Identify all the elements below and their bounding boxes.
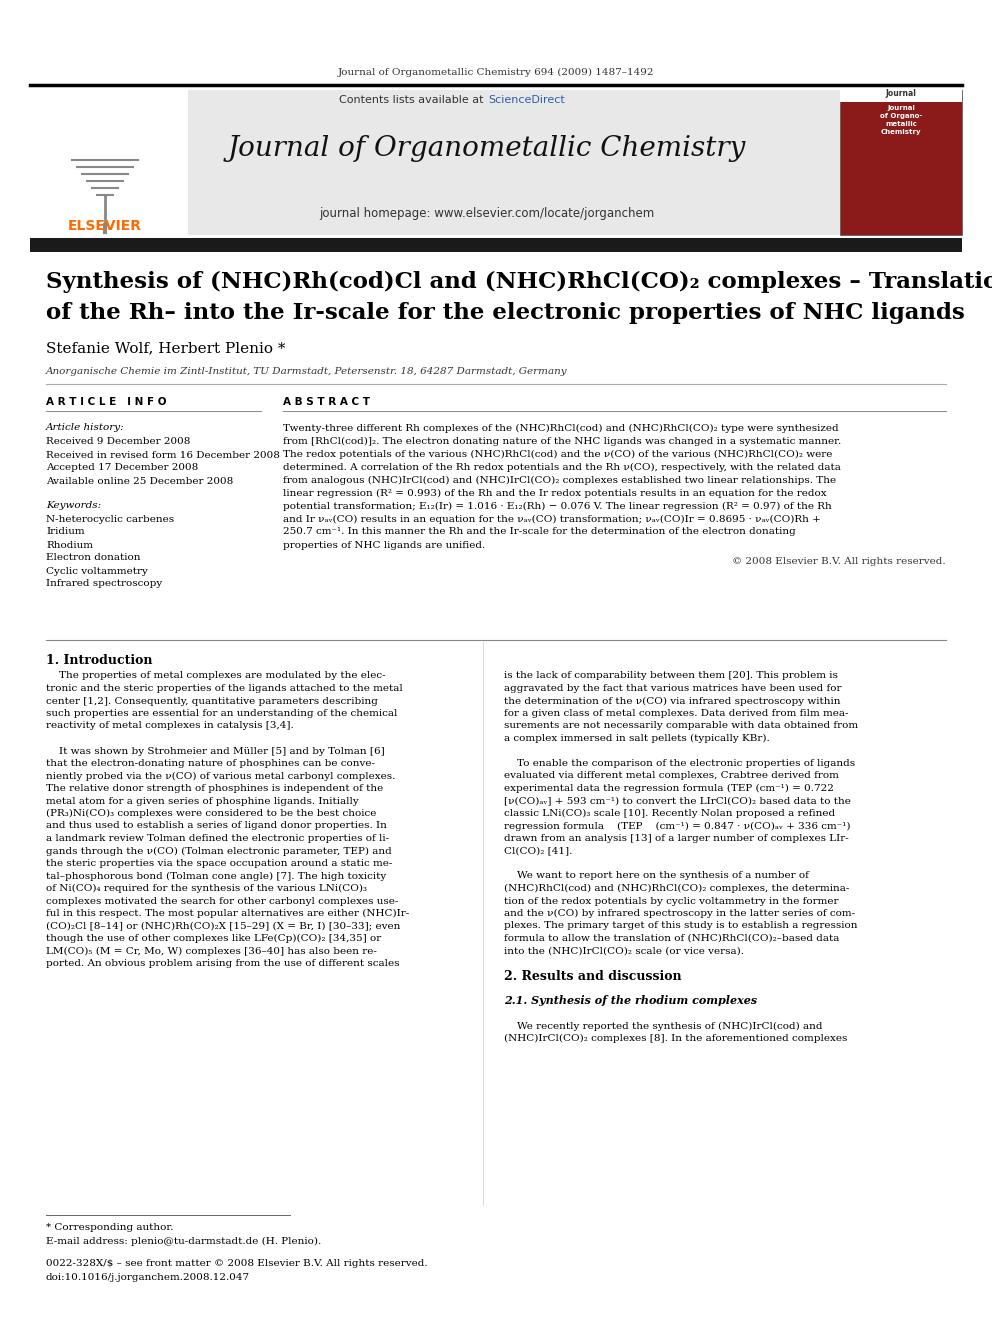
Text: 2.1. Synthesis of the rhodium complexes: 2.1. Synthesis of the rhodium complexes	[504, 995, 757, 1007]
Text: Journal of Organometallic Chemistry: Journal of Organometallic Chemistry	[228, 135, 746, 161]
Text: evaluated via different metal complexes, Crabtree derived from: evaluated via different metal complexes,…	[504, 771, 839, 781]
Text: (CO)₂Cl [8–14] or (NHC)Rh(CO)₂X [15–29] (X = Br, I) [30–33]; even: (CO)₂Cl [8–14] or (NHC)Rh(CO)₂X [15–29] …	[46, 922, 401, 930]
Text: formula to allow the translation of (NHC)RhCl(CO)₂–based data: formula to allow the translation of (NHC…	[504, 934, 839, 943]
Text: Stefanie Wolf, Herbert Plenio *: Stefanie Wolf, Herbert Plenio *	[46, 341, 286, 355]
Text: journal homepage: www.elsevier.com/locate/jorganchem: journal homepage: www.elsevier.com/locat…	[319, 208, 655, 221]
Text: 0022-328X/$ – see front matter © 2008 Elsevier B.V. All rights reserved.: 0022-328X/$ – see front matter © 2008 El…	[46, 1259, 428, 1269]
Text: ELSEVIER: ELSEVIER	[68, 220, 142, 233]
Bar	[30, 90, 188, 235]
Text: from [RhCl(cod)]₂. The electron donating nature of the NHC ligands was changed i: from [RhCl(cod)]₂. The electron donating…	[283, 437, 841, 446]
Text: Received in revised form 16 December 2008: Received in revised form 16 December 200…	[46, 451, 280, 459]
Text: Electron donation: Electron donation	[46, 553, 141, 562]
Text: and the ν(CO) by infrared spectroscopy in the latter series of com-: and the ν(CO) by infrared spectroscopy i…	[504, 909, 855, 918]
Text: drawn from an analysis [13] of a larger number of complexes LIr-: drawn from an analysis [13] of a larger …	[504, 833, 849, 843]
Text: Journal: Journal	[886, 90, 917, 98]
Text: tronic and the steric properties of the ligands attached to the metal: tronic and the steric properties of the …	[46, 684, 403, 693]
Text: (NHC)RhCl(cod) and (NHC)RhCl(CO)₂ complexes, the determina-: (NHC)RhCl(cod) and (NHC)RhCl(CO)₂ comple…	[504, 884, 849, 893]
Text: Cl(CO)₂ [41].: Cl(CO)₂ [41].	[504, 847, 572, 856]
Text: It was shown by Strohmeier and Müller [5] and by Tolman [6]: It was shown by Strohmeier and Müller [5…	[46, 746, 385, 755]
Text: ScienceDirect: ScienceDirect	[488, 95, 564, 105]
Text: a complex immersed in salt pellets (typically KBr).: a complex immersed in salt pellets (typi…	[504, 734, 770, 744]
Text: determined. A correlation of the Rh redox potentials and the Rh ν(CO), respectiv: determined. A correlation of the Rh redo…	[283, 463, 841, 471]
Text: We want to report here on the synthesis of a number of: We want to report here on the synthesis …	[504, 872, 808, 881]
Text: is the lack of comparability between them [20]. This problem is: is the lack of comparability between the…	[504, 672, 838, 680]
Text: such properties are essential for an understanding of the chemical: such properties are essential for an und…	[46, 709, 398, 718]
Text: The properties of metal complexes are modulated by the elec-: The properties of metal complexes are mo…	[46, 672, 386, 680]
Text: niently probed via the ν(CO) of various metal carbonyl complexes.: niently probed via the ν(CO) of various …	[46, 771, 396, 781]
Text: Twenty-three different Rh complexes of the (NHC)RhCl(cod) and (NHC)RhCl(CO)₂ typ: Twenty-three different Rh complexes of t…	[283, 423, 838, 433]
Text: reactivity of metal complexes in catalysis [3,4].: reactivity of metal complexes in catalys…	[46, 721, 294, 730]
Text: LM(CO)₅ (M = Cr, Mo, W) complexes [36–40] has also been re-: LM(CO)₅ (M = Cr, Mo, W) complexes [36–40…	[46, 946, 377, 955]
Text: E-mail address: plenio@tu-darmstadt.de (H. Plenio).: E-mail address: plenio@tu-darmstadt.de (…	[46, 1237, 321, 1245]
Text: of the Rh– into the Ir-scale for the electronic properties of NHC ligands: of the Rh– into the Ir-scale for the ele…	[46, 302, 965, 324]
Text: ported. An obvious problem arising from the use of different scales: ported. An obvious problem arising from …	[46, 959, 400, 968]
Bar	[840, 85, 962, 102]
Text: Iridium: Iridium	[46, 528, 84, 537]
Text: Infrared spectroscopy: Infrared spectroscopy	[46, 579, 163, 589]
Text: the determination of the ν(CO) via infrared spectroscopy within: the determination of the ν(CO) via infra…	[504, 696, 840, 705]
Text: Synthesis of (NHC)Rh(cod)Cl and (NHC)RhCl(CO)₂ complexes – Translation: Synthesis of (NHC)Rh(cod)Cl and (NHC)RhC…	[46, 271, 992, 294]
Text: The redox potentials of the various (NHC)RhCl(cod) and the ν(CO) of the various : The redox potentials of the various (NHC…	[283, 450, 832, 459]
Text: and thus used to establish a series of ligand donor properties. In: and thus used to establish a series of l…	[46, 822, 387, 831]
Text: 1. Introduction: 1. Introduction	[46, 654, 153, 667]
Text: gands through the ν(CO) (Tolman electronic parameter, TEP) and: gands through the ν(CO) (Tolman electron…	[46, 847, 392, 856]
Text: (PR₃)Ni(CO)₃ complexes were considered to be the best choice: (PR₃)Ni(CO)₃ complexes were considered t…	[46, 808, 376, 818]
Text: Journal of Organometallic Chemistry 694 (2009) 1487–1492: Journal of Organometallic Chemistry 694 …	[337, 67, 655, 77]
Text: Article history:: Article history:	[46, 423, 125, 433]
Text: 2. Results and discussion: 2. Results and discussion	[504, 970, 682, 983]
Text: ful in this respect. The most popular alternatives are either (NHC)Ir-: ful in this respect. The most popular al…	[46, 909, 410, 918]
Text: 250.7 cm⁻¹. In this manner the Rh and the Ir-scale for the determination of the : 250.7 cm⁻¹. In this manner the Rh and th…	[283, 528, 796, 537]
Bar	[30, 238, 962, 251]
Text: We recently reported the synthesis of (NHC)IrCl(cod) and: We recently reported the synthesis of (N…	[504, 1021, 822, 1031]
Text: potential transformation; E₁₂(Ir) = 1.016 · E₁₂(Rh) − 0.076 V. The linear regres: potential transformation; E₁₂(Ir) = 1.01…	[283, 501, 831, 511]
Text: * Corresponding author.: * Corresponding author.	[46, 1224, 174, 1233]
Text: [ν(CO)ₐᵥ] + 593 cm⁻¹) to convert the LIrCl(CO)₂ based data to the: [ν(CO)ₐᵥ] + 593 cm⁻¹) to convert the LIr…	[504, 796, 851, 806]
Text: experimental data the regression formula (TEP (cm⁻¹) = 0.722: experimental data the regression formula…	[504, 785, 834, 792]
Text: for a given class of metal complexes. Data derived from film mea-: for a given class of metal complexes. Da…	[504, 709, 848, 718]
Text: To enable the comparison of the electronic properties of ligands: To enable the comparison of the electron…	[504, 759, 855, 767]
Text: the steric properties via the space occupation around a static me-: the steric properties via the space occu…	[46, 859, 393, 868]
Text: Journal
of Organo-
metallic
Chemistry: Journal of Organo- metallic Chemistry	[880, 105, 923, 135]
Text: surements are not necessarily comparable with data obtained from: surements are not necessarily comparable…	[504, 721, 858, 730]
Text: A R T I C L E   I N F O: A R T I C L E I N F O	[46, 397, 167, 407]
Text: N-heterocyclic carbenes: N-heterocyclic carbenes	[46, 515, 175, 524]
Text: a landmark review Tolman defined the electronic properties of li-: a landmark review Tolman defined the ele…	[46, 833, 389, 843]
Text: of Ni(CO)₄ required for the synthesis of the various LNi(CO)₃: of Ni(CO)₄ required for the synthesis of…	[46, 884, 367, 893]
Text: Received 9 December 2008: Received 9 December 2008	[46, 438, 190, 446]
Text: complexes motivated the search for other carbonyl complexes use-: complexes motivated the search for other…	[46, 897, 399, 905]
Text: tion of the redox potentials by cyclic voltammetry in the former: tion of the redox potentials by cyclic v…	[504, 897, 838, 905]
Bar	[840, 90, 962, 235]
Text: aggravated by the fact that various matrices have been used for: aggravated by the fact that various matr…	[504, 684, 841, 693]
Text: © 2008 Elsevier B.V. All rights reserved.: © 2008 Elsevier B.V. All rights reserved…	[732, 557, 946, 566]
Text: (NHC)IrCl(CO)₂ complexes [8]. In the aforementioned complexes: (NHC)IrCl(CO)₂ complexes [8]. In the afo…	[504, 1035, 847, 1043]
Text: metal atom for a given series of phosphine ligands. Initially: metal atom for a given series of phosphi…	[46, 796, 359, 806]
Text: that the electron-donating nature of phosphines can be conve-: that the electron-donating nature of pho…	[46, 759, 375, 767]
Text: The relative donor strength of phosphines is independent of the: The relative donor strength of phosphine…	[46, 785, 383, 792]
Text: Rhodium: Rhodium	[46, 541, 93, 549]
Text: doi:10.1016/j.jorganchem.2008.12.047: doi:10.1016/j.jorganchem.2008.12.047	[46, 1274, 250, 1282]
Text: from analogous (NHC)IrCl(cod) and (NHC)IrCl(CO)₂ complexes established two linea: from analogous (NHC)IrCl(cod) and (NHC)I…	[283, 475, 836, 484]
Text: A B S T R A C T: A B S T R A C T	[283, 397, 370, 407]
Text: properties of NHC ligands are unified.: properties of NHC ligands are unified.	[283, 541, 485, 549]
Text: Accepted 17 December 2008: Accepted 17 December 2008	[46, 463, 198, 472]
Text: and Ir νₐᵥ(CO) results in an equation for the νₐᵥ(CO) transformation; νₐᵥ(CO)Ir : and Ir νₐᵥ(CO) results in an equation fo…	[283, 515, 820, 524]
Text: Anorganische Chemie im Zintl-Institut, TU Darmstadt, Petersenstr. 18, 64287 Darm: Anorganische Chemie im Zintl-Institut, T…	[46, 366, 567, 376]
Text: though the use of other complexes like LFe(Cp)(CO)₂ [34,35] or: though the use of other complexes like L…	[46, 934, 381, 943]
Text: into the (NHC)IrCl(CO)₂ scale (or vice versa).: into the (NHC)IrCl(CO)₂ scale (or vice v…	[504, 946, 744, 955]
Text: classic LNi(CO)₃ scale [10]. Recently Nolan proposed a refined: classic LNi(CO)₃ scale [10]. Recently No…	[504, 808, 835, 818]
Text: Cyclic voltammetry: Cyclic voltammetry	[46, 566, 148, 576]
Text: Keywords:: Keywords:	[46, 501, 101, 511]
Bar	[30, 90, 962, 235]
Text: Available online 25 December 2008: Available online 25 December 2008	[46, 476, 233, 486]
Text: plexes. The primary target of this study is to establish a regression: plexes. The primary target of this study…	[504, 922, 857, 930]
Text: tal–phosphorous bond (Tolman cone angle) [7]. The high toxicity: tal–phosphorous bond (Tolman cone angle)…	[46, 872, 386, 881]
Text: center [1,2]. Consequently, quantitative parameters describing: center [1,2]. Consequently, quantitative…	[46, 696, 378, 705]
Text: Contents lists available at: Contents lists available at	[339, 95, 487, 105]
Text: linear regression (R² = 0.993) of the Rh and the Ir redox potentials results in : linear regression (R² = 0.993) of the Rh…	[283, 488, 826, 497]
Text: regression formula    (TEP    (cm⁻¹) = 0.847 · ν(CO)ₐᵥ + 336 cm⁻¹): regression formula (TEP (cm⁻¹) = 0.847 ·…	[504, 822, 850, 831]
